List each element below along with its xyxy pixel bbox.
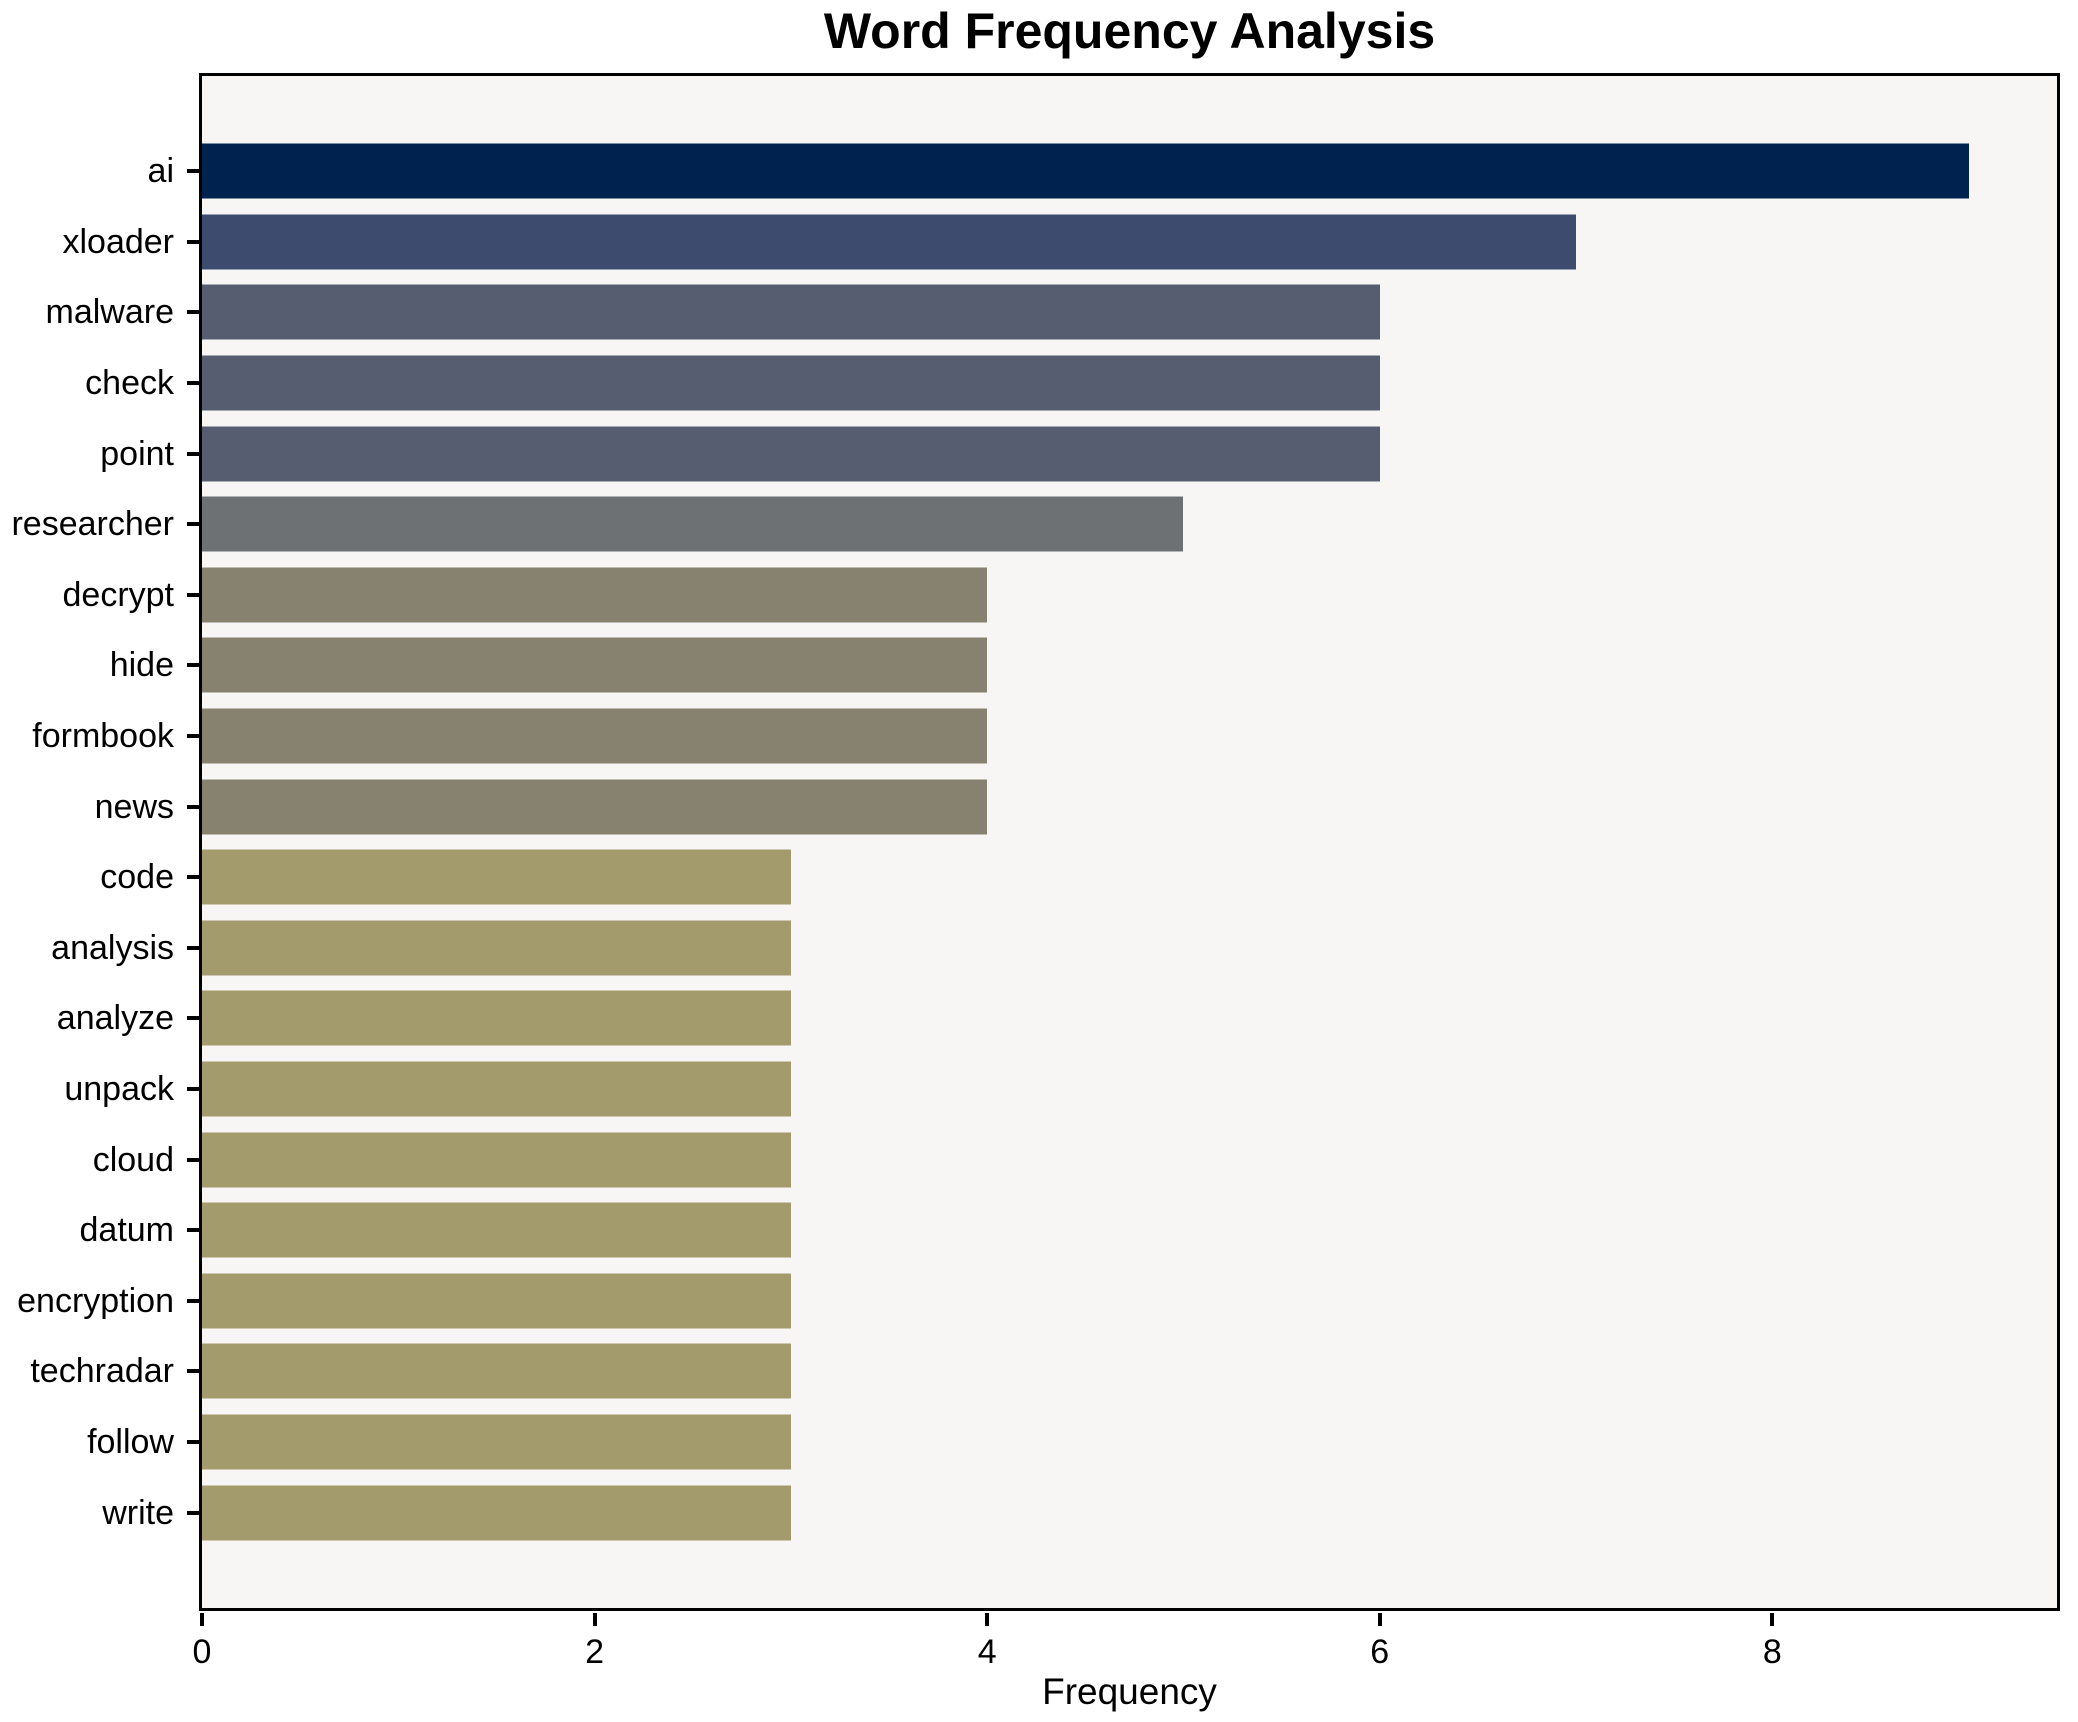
y-tick-mark [187, 1298, 199, 1303]
bar-researcher [202, 496, 1184, 552]
y-tick-mark [187, 310, 199, 315]
bar-write [202, 1485, 791, 1541]
y-tick-mark [187, 1087, 199, 1092]
x-tick-mark [1377, 1613, 1382, 1626]
bar-formbook [202, 708, 988, 764]
bar-malware [202, 284, 1380, 340]
bar-row-ai: ai [148, 136, 2057, 207]
bar-ai [202, 143, 1969, 199]
y-tick-mark [187, 522, 199, 527]
x-tick-mark [1770, 1613, 1775, 1626]
y-tick-mark [187, 592, 199, 597]
y-tick-label-decrypt: decrypt [62, 575, 175, 614]
y-tick-label-researcher: researcher [11, 505, 174, 544]
bar-unpack [202, 1061, 791, 1117]
bar-decrypt [202, 567, 988, 623]
y-tick-label-analyze: analyze [56, 999, 174, 1038]
y-tick-mark [187, 804, 199, 809]
bar-row-cloud: cloud [93, 1124, 2057, 1195]
y-tick-mark [187, 1439, 199, 1444]
y-tick-mark [187, 1016, 199, 1021]
y-tick-label-hide: hide [109, 646, 174, 685]
bar-row-analysis: analysis [51, 913, 2057, 984]
y-tick-mark [187, 945, 199, 950]
y-tick-mark [187, 1369, 199, 1374]
x-tick-mark [985, 1613, 990, 1626]
y-tick-label-check: check [85, 364, 174, 403]
x-tick-label-6: 6 [1370, 1633, 1390, 1671]
bar-row-hide: hide [110, 630, 2057, 701]
y-tick-label-follow: follow [87, 1422, 174, 1461]
y-tick-label-analysis: analysis [51, 928, 174, 967]
bar-row-news: news [95, 771, 2057, 842]
bar-hide [202, 637, 988, 693]
y-tick-label-techradar: techradar [30, 1352, 174, 1391]
x-axis-label: Frequency [1042, 1671, 1217, 1712]
y-tick-label-formbook: formbook [32, 717, 174, 756]
y-tick-mark [187, 169, 199, 174]
bar-row-decrypt: decrypt [63, 560, 2057, 631]
x-tick-mark [592, 1613, 597, 1626]
y-tick-mark [187, 239, 199, 244]
y-tick-label-write: write [102, 1493, 174, 1532]
bar-row-point: point [100, 418, 2057, 489]
y-tick-label-code: code [100, 858, 174, 897]
y-tick-mark [187, 1510, 199, 1515]
y-tick-label-xloader: xloader [62, 222, 174, 261]
bar-analysis [202, 920, 791, 976]
bar-row-formbook: formbook [32, 701, 2057, 772]
bar-cloud [202, 1132, 791, 1188]
y-tick-label-datum: datum [79, 1211, 175, 1250]
bar-point [202, 426, 1380, 482]
y-tick-mark [187, 875, 199, 880]
y-tick-label-point: point [100, 434, 174, 473]
bar-code [202, 849, 791, 905]
bar-row-unpack: unpack [64, 1054, 2057, 1125]
bar-row-researcher: researcher [11, 489, 2057, 560]
bar-encryption [202, 1273, 791, 1329]
y-tick-mark [187, 663, 199, 668]
x-tick-label-8: 8 [1762, 1633, 1782, 1671]
y-tick-mark [187, 451, 199, 456]
y-tick-label-cloud: cloud [92, 1140, 174, 1179]
bar-check [202, 355, 1380, 411]
bar-row-code: code [100, 842, 2057, 913]
x-tick-label-2: 2 [585, 1633, 605, 1671]
y-tick-mark [187, 381, 199, 386]
bar-row-check: check [85, 348, 2057, 419]
y-tick-label-news: news [94, 787, 174, 826]
y-tick-label-malware: malware [45, 293, 174, 332]
bar-datum [202, 1202, 791, 1258]
bar-row-datum: datum [80, 1195, 2057, 1266]
plot-area: ai xloader malware check point researcher decr… [11, 73, 2060, 1611]
y-tick-label-unpack: unpack [64, 1070, 174, 1109]
bar-news [202, 779, 988, 835]
bar-follow [202, 1414, 791, 1470]
x-tick-mark [200, 1613, 204, 1626]
x-axis-ticks: 0 2 4 6 8 [193, 1611, 2057, 1686]
bar-xloader [202, 214, 1577, 270]
bar-row-analyze: analyze [57, 983, 2057, 1054]
y-tick-mark [187, 1157, 199, 1162]
y-tick-mark [187, 734, 199, 739]
bar-row-malware: malware [46, 277, 2057, 348]
bar-analyze [202, 990, 791, 1046]
y-tick-mark [187, 1228, 199, 1233]
bar-row-follow: follow [87, 1407, 2057, 1478]
y-tick-label-ai: ai [147, 152, 174, 191]
bar-row-techradar: techradar [30, 1336, 2057, 1407]
bar-row-xloader: xloader [62, 207, 2057, 278]
x-tick-label-4: 4 [977, 1633, 997, 1671]
bar-rows: ai xloader malware check point researcher decr… [11, 76, 2057, 1608]
bar-techradar [202, 1343, 791, 1399]
y-tick-label-encryption: encryption [17, 1281, 174, 1320]
x-tick-label-0: 0 [192, 1633, 212, 1671]
chart-title: Word Frequency Analysis [823, 3, 1436, 59]
bar-row-write: write [102, 1477, 2057, 1548]
bar-row-encryption: encryption [17, 1266, 2057, 1337]
